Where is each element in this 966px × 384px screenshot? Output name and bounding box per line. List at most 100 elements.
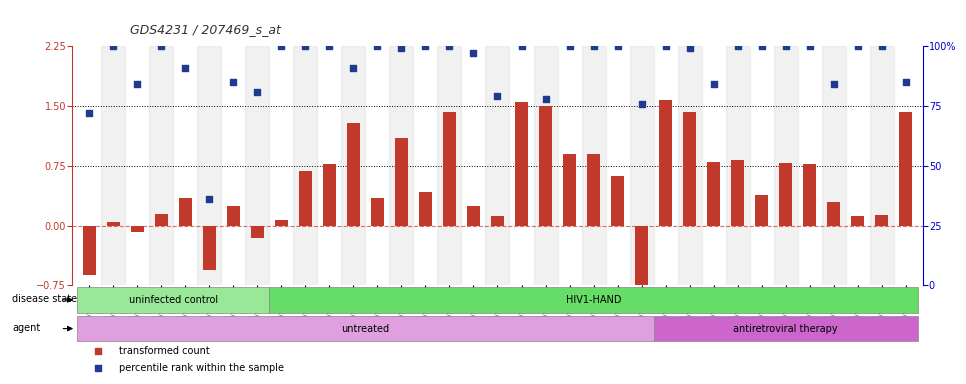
Bar bbox=[442, 112, 456, 226]
Point bbox=[850, 43, 866, 49]
Bar bbox=[533, 46, 557, 285]
Bar bbox=[677, 46, 701, 285]
Point bbox=[898, 79, 914, 85]
Bar bbox=[83, 226, 96, 275]
Bar bbox=[611, 176, 624, 226]
Bar bbox=[803, 164, 816, 226]
Point bbox=[490, 93, 505, 99]
Text: GDS4231 / 207469_s_at: GDS4231 / 207469_s_at bbox=[130, 23, 281, 36]
Bar bbox=[539, 106, 553, 226]
Point bbox=[81, 110, 97, 116]
Bar bbox=[438, 46, 462, 285]
Bar bbox=[755, 195, 768, 226]
Bar bbox=[654, 316, 918, 341]
Bar bbox=[395, 138, 408, 226]
Bar bbox=[587, 154, 600, 226]
Bar bbox=[106, 222, 120, 226]
Point bbox=[585, 43, 601, 49]
Text: untreated: untreated bbox=[341, 324, 389, 334]
Bar bbox=[659, 99, 672, 226]
Bar bbox=[270, 287, 918, 313]
Point bbox=[129, 81, 145, 88]
Point bbox=[466, 50, 481, 56]
Bar bbox=[899, 112, 912, 226]
Bar bbox=[179, 198, 192, 226]
Bar bbox=[563, 154, 576, 226]
Point bbox=[90, 365, 105, 371]
Point bbox=[826, 81, 841, 88]
Bar bbox=[101, 46, 126, 285]
Point bbox=[202, 196, 217, 202]
Point bbox=[802, 43, 817, 49]
Bar bbox=[707, 162, 721, 226]
Point bbox=[322, 43, 337, 49]
Point bbox=[441, 43, 457, 49]
Text: disease state: disease state bbox=[13, 294, 77, 304]
Point bbox=[394, 45, 410, 51]
Bar bbox=[515, 102, 528, 226]
Text: percentile rank within the sample: percentile rank within the sample bbox=[119, 363, 284, 373]
Bar bbox=[683, 112, 696, 226]
Point bbox=[730, 43, 746, 49]
Bar bbox=[203, 226, 216, 270]
Point bbox=[682, 45, 697, 51]
Bar bbox=[298, 171, 312, 226]
Bar bbox=[294, 46, 318, 285]
Point bbox=[105, 43, 121, 49]
Point bbox=[346, 65, 361, 71]
Point bbox=[298, 43, 313, 49]
Bar bbox=[875, 215, 889, 226]
Point bbox=[226, 79, 242, 85]
Point bbox=[706, 81, 722, 88]
Bar bbox=[341, 46, 365, 285]
Bar bbox=[630, 46, 654, 285]
Point bbox=[154, 43, 169, 49]
Bar bbox=[774, 46, 798, 285]
Bar bbox=[245, 46, 270, 285]
Bar bbox=[635, 226, 648, 285]
Bar bbox=[323, 164, 336, 226]
Point bbox=[562, 43, 578, 49]
Bar bbox=[77, 287, 270, 313]
Bar bbox=[725, 46, 750, 285]
Text: HIV1-HAND: HIV1-HAND bbox=[566, 295, 621, 305]
Bar bbox=[130, 226, 144, 232]
Bar bbox=[389, 46, 413, 285]
Bar bbox=[491, 216, 504, 226]
Text: antiretroviral therapy: antiretroviral therapy bbox=[733, 324, 838, 334]
Bar bbox=[251, 226, 264, 238]
Bar bbox=[582, 46, 606, 285]
Bar bbox=[347, 124, 360, 226]
Bar bbox=[486, 46, 509, 285]
Point bbox=[417, 43, 433, 49]
Point bbox=[538, 96, 554, 102]
Bar bbox=[419, 192, 432, 226]
Bar bbox=[779, 163, 792, 226]
Bar bbox=[371, 198, 384, 226]
Point bbox=[874, 43, 890, 49]
Bar bbox=[150, 46, 173, 285]
Point bbox=[249, 88, 265, 94]
Point bbox=[610, 43, 625, 49]
Point bbox=[273, 43, 289, 49]
Bar bbox=[77, 316, 654, 341]
Bar bbox=[851, 216, 865, 226]
Point bbox=[370, 43, 385, 49]
Point bbox=[634, 101, 649, 107]
Point bbox=[778, 43, 793, 49]
Bar bbox=[731, 160, 744, 226]
Point bbox=[753, 43, 769, 49]
Bar bbox=[155, 214, 168, 226]
Bar bbox=[827, 202, 840, 226]
Bar bbox=[274, 220, 288, 226]
Bar bbox=[822, 46, 845, 285]
Bar bbox=[869, 46, 894, 285]
Point bbox=[90, 348, 105, 354]
Text: uninfected control: uninfected control bbox=[128, 295, 218, 305]
Point bbox=[178, 65, 193, 71]
Bar bbox=[197, 46, 221, 285]
Text: transformed count: transformed count bbox=[119, 346, 210, 356]
Text: agent: agent bbox=[13, 323, 41, 333]
Point bbox=[658, 43, 673, 49]
Bar bbox=[227, 206, 240, 226]
